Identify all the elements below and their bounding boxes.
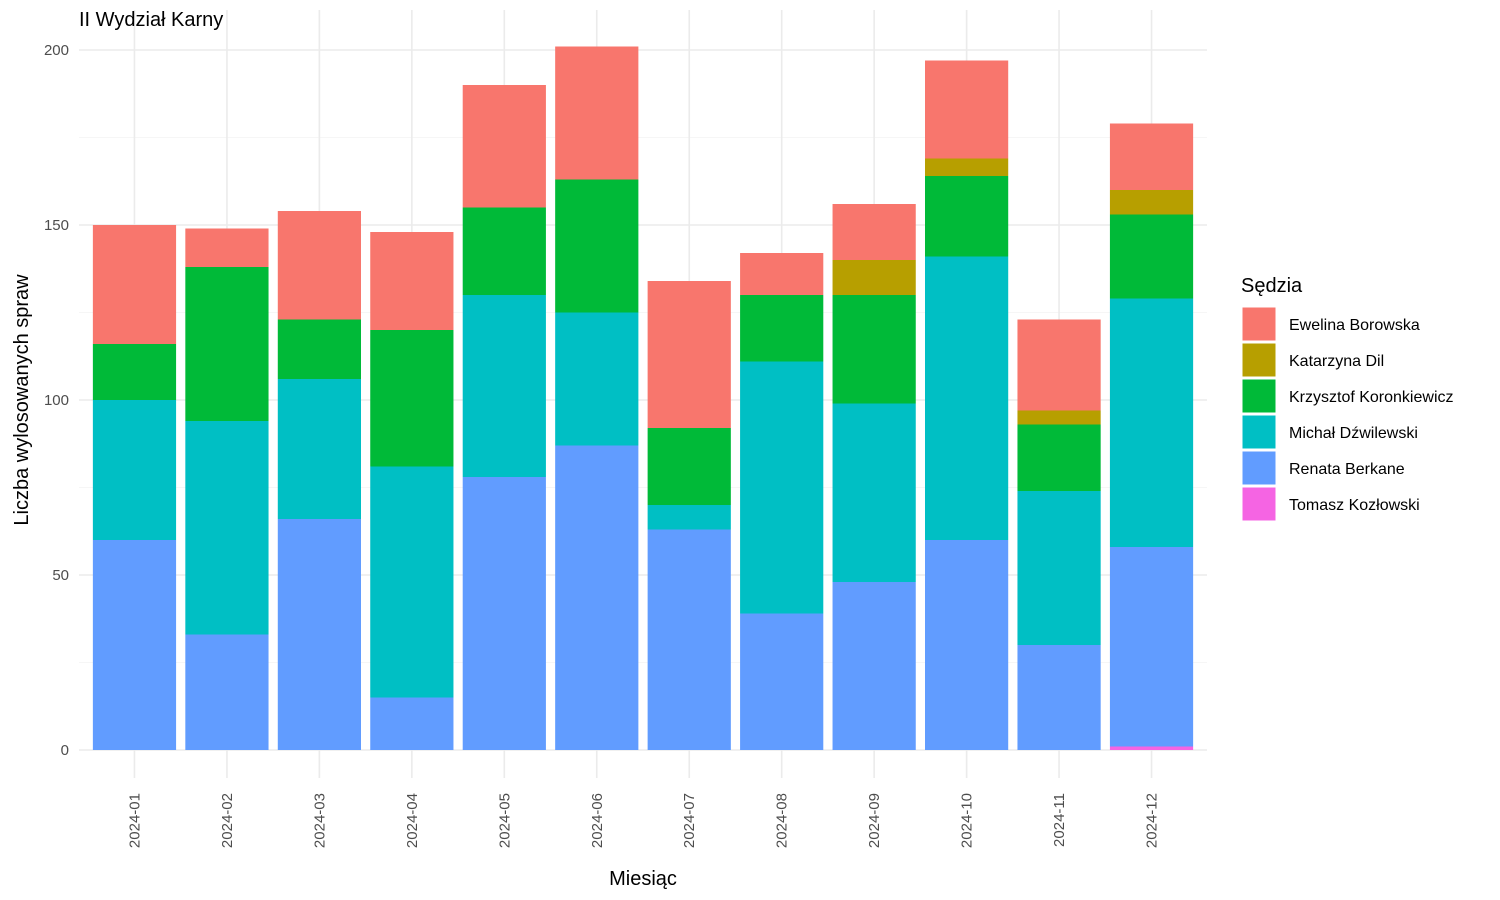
bar-segment	[925, 60, 1009, 159]
y-tick-label: 200	[44, 42, 69, 59]
bar-segment	[1109, 214, 1194, 299]
y-tick-label: 100	[44, 392, 69, 409]
legend-swatch	[1241, 450, 1277, 486]
bar-segment	[832, 260, 916, 295]
bar-segment	[462, 477, 546, 750]
x-tick-label: 2024-06	[589, 793, 606, 848]
bar-segment	[1109, 746, 1194, 750]
chart-title: II Wydział Karny	[79, 9, 223, 31]
bar-segment	[832, 204, 916, 260]
bars	[92, 46, 1194, 750]
bar-segment	[555, 445, 639, 750]
bar-segment	[925, 176, 1009, 257]
x-tick-label: 2024-02	[219, 793, 236, 848]
bar-segment	[832, 403, 916, 582]
bar-segment	[370, 232, 454, 330]
bar-segment	[1109, 298, 1194, 547]
legend-label: Tomasz Kozłowski	[1289, 497, 1420, 514]
bar-segment	[370, 330, 454, 467]
legend: Sędzia Ewelina Borowska Katarzyna Dil Krzy…	[1241, 275, 1454, 522]
legend-swatch	[1241, 414, 1277, 450]
bar-segment	[277, 319, 361, 379]
bar-segment	[1017, 491, 1101, 645]
y-axis-title: Liczba wylosowanych spraw	[11, 274, 33, 526]
bar-segment	[370, 466, 454, 698]
x-axis-title: Miesiąc	[609, 868, 677, 890]
bar-segment	[277, 211, 361, 320]
bar-segment	[370, 697, 454, 750]
bar-segment	[462, 85, 546, 208]
bar-segment	[925, 540, 1009, 750]
legend-swatch	[1241, 486, 1277, 522]
x-tick-label: 2024-11	[1051, 793, 1068, 847]
y-tick-label: 50	[52, 567, 69, 584]
legend-swatch	[1241, 378, 1277, 414]
y-tick-label: 0	[61, 742, 69, 759]
bar-segment	[1017, 410, 1101, 425]
bar-segment	[462, 295, 546, 477]
bar-segment	[185, 421, 269, 635]
bar-segment	[92, 400, 177, 540]
legend-label: Michał Dźwilewski	[1289, 425, 1418, 442]
legend-label: Renata Berkane	[1289, 461, 1405, 478]
bar-segment	[555, 312, 639, 446]
bar-segment	[1109, 190, 1194, 215]
y-axis-ticks: 0 50 100 150 200	[44, 42, 69, 759]
bar-segment	[740, 361, 824, 614]
bar-segment	[1109, 123, 1194, 190]
x-tick-label: 2024-05	[496, 793, 513, 848]
x-axis-ticks: 2024-01 2024-02 2024-03 2024-04 2024-05 2024-…	[126, 793, 1160, 848]
legend-items: Ewelina Borowska Katarzyna Dil Krzysztof K…	[1241, 306, 1454, 522]
bar-segment	[647, 428, 731, 505]
bar-segment	[647, 505, 731, 530]
x-tick-label: 2024-07	[681, 793, 698, 848]
bar-segment	[92, 540, 177, 750]
bar-segment	[740, 295, 824, 362]
bar-segment	[740, 613, 824, 750]
legend-label: Krzysztof Koronkiewicz	[1289, 389, 1454, 406]
x-tick-label: 2024-04	[404, 793, 421, 848]
x-tick-label: 2024-03	[311, 793, 328, 848]
bar-segment	[925, 158, 1009, 176]
legend-swatch	[1241, 342, 1277, 378]
bar-segment	[92, 344, 177, 400]
bar-segment	[277, 519, 361, 750]
bar-segment	[925, 256, 1009, 540]
bar-segment	[647, 529, 731, 750]
bar-segment	[1017, 645, 1101, 750]
bar-segment	[647, 281, 731, 428]
bar-segment	[1017, 424, 1101, 491]
bar-segment	[185, 228, 269, 267]
bar-segment	[1017, 319, 1101, 411]
bar-segment	[555, 179, 639, 313]
bar-segment	[832, 582, 916, 750]
bar-segment	[92, 225, 177, 344]
x-tick-label: 2024-12	[1144, 793, 1161, 848]
bar-segment	[832, 295, 916, 404]
bar-segment	[555, 46, 639, 180]
x-tick-label: 2024-01	[126, 793, 143, 848]
y-tick-label: 150	[44, 217, 69, 234]
bar-segment	[277, 379, 361, 519]
bar-segment	[1109, 547, 1194, 747]
bar-segment	[185, 267, 269, 421]
legend-title: Sędzia	[1241, 275, 1303, 297]
legend-label: Katarzyna Dil	[1289, 353, 1384, 370]
legend-swatch	[1241, 306, 1277, 342]
x-tick-label: 2024-08	[774, 793, 791, 848]
bar-segment	[185, 634, 269, 750]
x-tick-label: 2024-09	[866, 793, 883, 848]
legend-label: Ewelina Borowska	[1289, 317, 1420, 334]
bar-segment	[462, 207, 546, 295]
bar-segment	[740, 253, 824, 295]
x-tick-label: 2024-10	[959, 793, 976, 848]
